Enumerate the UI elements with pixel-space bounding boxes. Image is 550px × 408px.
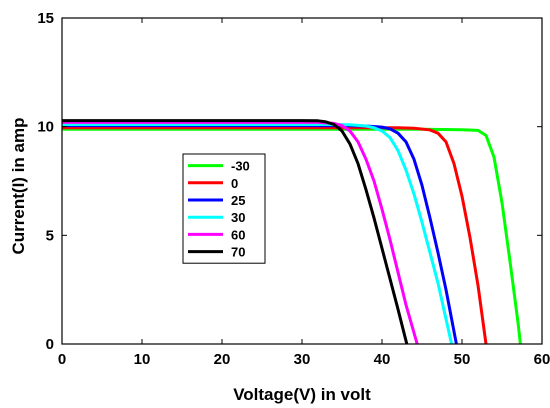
- y-axis-label: Current(I) in amp: [9, 118, 28, 255]
- x-tick-label: 40: [374, 351, 391, 368]
- x-axis-label: Voltage(V) in volt: [233, 385, 371, 404]
- x-tick-label: 60: [534, 351, 550, 368]
- legend-label-1: 0: [231, 176, 238, 191]
- legend-label-3: 30: [231, 210, 245, 225]
- series-line-3: [62, 122, 454, 344]
- series-line-1: [62, 126, 488, 344]
- series-line-4: [62, 120, 419, 344]
- plot-area: 0 10 20 30 40 50 60 0 5 10 15 -30 0 25 30 60 70: [37, 10, 550, 368]
- legend-label-2: 25: [231, 193, 245, 208]
- series-line-5: [62, 119, 409, 344]
- x-tick-label: 30: [294, 351, 311, 368]
- x-tick-label: 10: [134, 351, 151, 368]
- y-tick-label: 10: [37, 119, 54, 136]
- x-tick-label: 0: [58, 351, 66, 368]
- legend-label-5: 70: [231, 245, 245, 260]
- legend-label-4: 60: [231, 227, 245, 242]
- plot-background: [62, 18, 542, 344]
- y-tick-label: 15: [37, 10, 54, 27]
- series-line-0: [62, 127, 522, 344]
- x-tick-label: 20: [214, 351, 231, 368]
- legend-label-0: -30: [231, 159, 250, 174]
- x-tick-label: 50: [454, 351, 471, 368]
- y-tick-label: 5: [46, 227, 54, 244]
- y-tick-label: 0: [46, 336, 54, 353]
- legend-box: [182, 153, 266, 264]
